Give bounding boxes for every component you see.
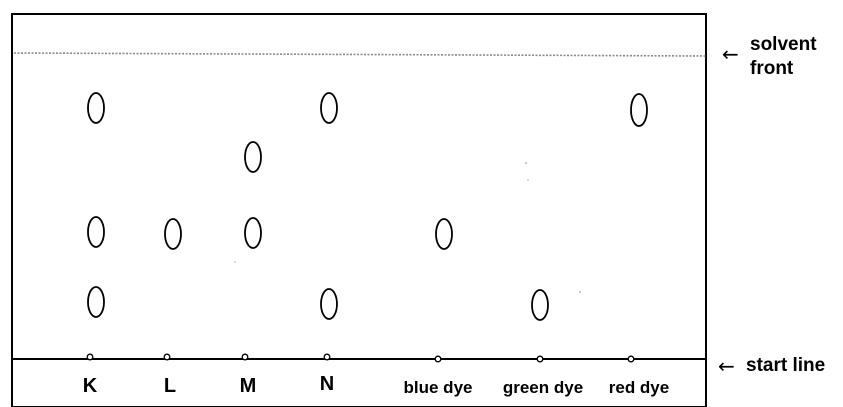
origin-dot-blue-dye [434,355,442,363]
lane-label-M: M [240,375,257,397]
lane-label-blue-dye: blue dye [404,378,473,397]
spot-N-bottom [320,288,338,320]
lane-label-N: N [320,373,334,395]
solvent-front-annotation: ← solvent front [722,34,817,79]
start-line-label: start line [746,355,825,376]
spot-blue-dye [435,218,453,250]
paper-speck [579,291,581,293]
spot-M-middle [244,217,262,249]
lane-label-L: L [164,375,176,397]
origin-dot-L [163,353,171,361]
spot-N-top [320,92,338,124]
lane-N: N [320,92,338,395]
arrow-left-icon: ← [718,354,735,378]
solvent-front-label-line2: front [750,58,794,79]
solvent-front-label-line1: solvent [750,34,817,55]
origin-dot-green-dye [536,355,544,363]
paper-speck [234,261,236,263]
lane-green-dye: green dye [503,289,583,397]
lane-blue-dye: blue dye [404,218,473,397]
spot-L-middle [164,218,182,250]
origin-dot-red-dye [627,355,635,363]
arrow-left-icon: ← [722,42,739,66]
origin-dot-M [241,353,249,361]
spot-red-dye [630,93,648,127]
chromatography-paper [11,13,707,407]
spot-green-dye [531,289,549,321]
lane-K: K [83,92,105,397]
origin-dot-K [86,353,94,361]
spot-M-upper [244,141,262,173]
lane-label-red-dye: red dye [609,378,669,397]
origin-dot-N [323,353,331,361]
lane-L: L [163,218,182,397]
paper-speck [525,162,527,164]
paper-speck [527,179,529,181]
spot-K-middle [87,216,105,248]
spot-K-bottom [87,286,105,318]
lane-label-K: K [83,375,98,397]
lane-red-dye: red dye [609,93,669,397]
lane-label-green-dye: green dye [503,378,583,397]
start-line-annotation: ← start line [718,354,825,378]
lane-M: M [240,141,262,397]
spot-K-top [87,92,105,124]
